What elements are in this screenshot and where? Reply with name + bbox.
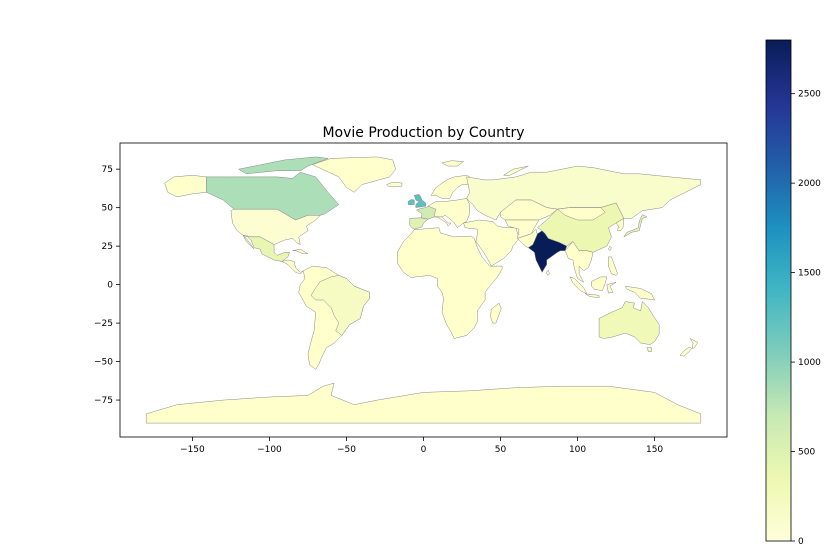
country-brazil — [310, 275, 370, 336]
country-madagascar — [490, 302, 502, 324]
country-philippines — [608, 256, 618, 276]
country-italy — [434, 216, 452, 227]
country-borneo — [591, 276, 608, 292]
country-tasmania — [646, 347, 652, 352]
country-great-britain — [414, 194, 427, 208]
country-java — [585, 293, 600, 298]
country-new-guinea — [625, 285, 655, 301]
country-canada — [206, 171, 340, 221]
y-tick-label: 0 — [107, 281, 113, 291]
colorbar-ticks: 0 500 1000 1500 2000 2500 — [791, 90, 821, 547]
country-mongolia — [557, 207, 606, 221]
x-tick-label: 50 — [495, 445, 507, 455]
colorbar-tick-label: 2500 — [798, 90, 821, 100]
x-tick-label: −50 — [337, 445, 356, 455]
country-scandinavia — [430, 175, 470, 199]
x-axis: −150 −100 −50 0 50 100 150 — [180, 437, 663, 455]
y-tick-label: −50 — [94, 358, 113, 368]
country-france — [416, 205, 437, 220]
x-tick-label: 100 — [569, 445, 586, 455]
country-japan — [623, 214, 648, 238]
colorbar — [765, 39, 792, 542]
country-cuba — [292, 248, 309, 255]
country-sulawesi — [606, 282, 617, 294]
country-southeast-asia — [564, 241, 594, 283]
country-kazakhstan — [500, 199, 558, 221]
country-central-america — [281, 259, 304, 275]
country-sri-lanka — [546, 269, 550, 276]
x-tick-label: 0 — [421, 445, 427, 455]
country-baja-california — [242, 235, 255, 250]
country-middle-east — [463, 219, 520, 267]
colorbar-tick-label: 0 — [798, 537, 804, 547]
y-tick-label: −75 — [94, 396, 113, 406]
colorbar-tick-label: 1500 — [798, 269, 821, 279]
x-tick-label: −100 — [257, 445, 282, 455]
country-new-zealand-south — [679, 346, 692, 357]
chart-title: Movie Production by Country — [322, 125, 525, 141]
colorbar-tick-label: 2000 — [798, 179, 821, 189]
country-alaska — [164, 175, 207, 198]
y-tick-label: 25 — [102, 242, 113, 252]
country-mexico — [242, 235, 290, 262]
country-novaya-zemlya — [503, 165, 529, 176]
y-tick-label: −25 — [94, 319, 113, 329]
country-ireland — [407, 199, 415, 205]
country-antarctica — [145, 382, 702, 424]
colorbar-tick-label: 500 — [798, 448, 815, 458]
x-tick-label: −150 — [180, 445, 205, 455]
country-greenland — [312, 156, 397, 193]
country-africa — [397, 227, 503, 339]
country-spain — [409, 217, 429, 230]
country-korea — [615, 218, 625, 231]
country-australia — [598, 301, 660, 345]
country-iceland — [386, 182, 403, 188]
land-layer — [145, 156, 702, 424]
x-tick-label: 150 — [646, 445, 663, 455]
country-arctic-islands — [238, 156, 329, 175]
y-tick-label: 50 — [102, 204, 114, 214]
country-new-zealand-north — [689, 338, 698, 349]
country-taiwan — [608, 245, 612, 251]
country-sumatra — [569, 276, 588, 295]
country-svalbard — [441, 160, 464, 167]
y-tick-label: 75 — [102, 165, 113, 175]
y-axis: 75 50 25 0 −25 −50 −75 — [94, 165, 120, 406]
colorbar-tick-label: 1000 — [798, 358, 821, 368]
